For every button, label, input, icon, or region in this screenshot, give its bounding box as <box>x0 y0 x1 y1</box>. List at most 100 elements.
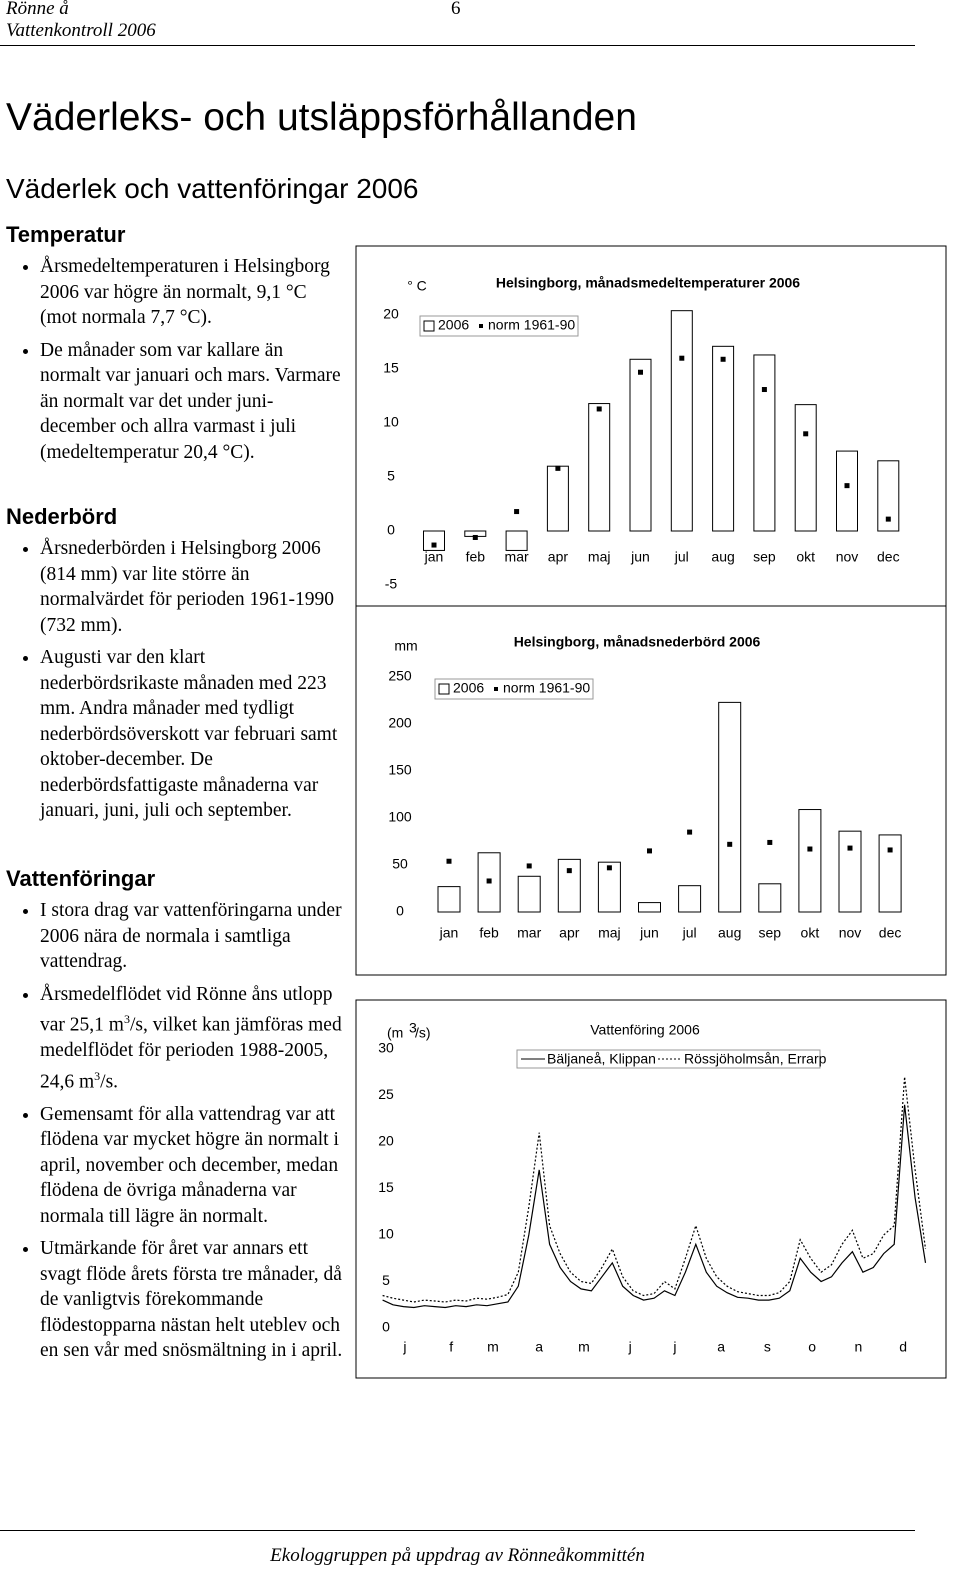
section-heading: Temperatur <box>6 222 126 247</box>
bullet: Årsmedeltemperaturen i Helsingborg 2006 … <box>40 254 346 331</box>
bar <box>629 358 652 532</box>
x-tick-label: mar <box>505 549 529 565</box>
y-tick-label: 150 <box>388 762 412 778</box>
legend-label: 2006 <box>453 680 484 696</box>
x-tick-label: nov <box>836 549 859 565</box>
x-tick-label: s <box>764 1339 771 1355</box>
y-tick-label: 20 <box>383 306 399 322</box>
x-tick-label: dec <box>879 925 902 941</box>
x-tick-label: okt <box>801 925 820 941</box>
header-rule <box>0 45 915 46</box>
y-axis-label: /s) <box>415 1025 431 1041</box>
bullet: Årsmedelflödet vid Rönne åns utlopp var … <box>40 982 346 1095</box>
x-tick-label: apr <box>548 549 569 565</box>
x-tick-label: n <box>854 1339 862 1355</box>
y-tick-label: 0 <box>387 522 395 538</box>
text: Augusti var den klart nederbördsrikaste … <box>40 647 338 821</box>
section: Temperatur Årsmedeltemperaturen i Helsing… <box>6 222 346 472</box>
text: Gemensamt för alla vattendrag var att fl… <box>40 1103 339 1227</box>
y-tick-label: 30 <box>378 1040 394 1056</box>
marker <box>486 878 492 884</box>
x-tick-label: jun <box>630 549 650 565</box>
marker <box>566 868 572 874</box>
marker <box>596 406 602 412</box>
bullet-list: Årsmedeltemperaturen i Helsingborg 2006 … <box>6 254 346 465</box>
x-tick-label: jan <box>439 925 459 941</box>
bar <box>878 834 902 913</box>
bar <box>836 450 858 532</box>
section-heading: Nederbörd <box>6 504 118 529</box>
chart-title: Helsingborg, månadsnederbörd 2006 <box>514 634 761 650</box>
text: Årsmedelflödet vid Rönne åns utlopp var … <box>40 983 333 1036</box>
y-tick-label: 10 <box>383 414 399 430</box>
bar <box>670 310 693 532</box>
bullet: Utmärkande för året var annars ett svagt… <box>40 1236 346 1364</box>
x-tick-label: j <box>402 1339 406 1355</box>
legend-box <box>516 1049 821 1069</box>
y-tick-label: 5 <box>387 468 395 484</box>
subtitle: Väderlek och vattenföringar 2006 <box>6 173 419 204</box>
marker <box>847 845 853 851</box>
marker <box>885 516 891 522</box>
x-tick-label: mar <box>517 925 541 941</box>
legend-label: Rössjöholmsån, Errarp <box>684 1051 827 1067</box>
x-tick-label: jun <box>639 925 659 941</box>
text: De månader som var kallare än normalt va… <box>40 339 341 463</box>
legend: 2006 norm 1961-90 <box>419 315 579 337</box>
marker <box>472 534 478 540</box>
y-tick-label: -5 <box>385 576 398 592</box>
marker <box>679 355 685 361</box>
legend-swatch <box>423 320 435 332</box>
x-tick-label: j <box>628 1339 632 1355</box>
y-tick-label: 250 <box>388 668 412 684</box>
header-line2: Vattenkontroll 2006 <box>6 20 156 41</box>
bar <box>877 460 900 532</box>
legend: Bäljaneå, Klippan Rössjöholmsån, Errarp <box>516 1049 827 1069</box>
y-tick-label: 25 <box>378 1086 394 1102</box>
superscript: 3 <box>94 1068 101 1083</box>
x-tick-label: aug <box>718 925 741 941</box>
line-series <box>382 1104 927 1309</box>
x-tick-label: jan <box>424 549 444 565</box>
bar <box>546 465 569 532</box>
marker <box>647 848 652 854</box>
bar <box>838 830 862 913</box>
x-tick-label: aug <box>711 549 734 565</box>
marker <box>720 356 726 362</box>
x-tick-label: d <box>899 1339 907 1355</box>
x-tick-label: a <box>717 1339 725 1355</box>
text: /s, vilket kan jämföras med medelflödet … <box>40 1014 342 1093</box>
section: Nederbörd Årsnederbörden i Helsingborg 20… <box>6 504 346 831</box>
marker <box>887 847 893 853</box>
marker <box>638 369 643 375</box>
y-tick-label: 200 <box>388 715 412 731</box>
text: Utmärkande för året var annars ett svagt… <box>40 1238 343 1361</box>
section-heading: Vattenföringar <box>6 866 156 891</box>
chart-title: Vattenföring 2006 <box>590 1022 700 1038</box>
x-tick-label: m <box>578 1339 590 1355</box>
x-tick-label: okt <box>796 549 815 565</box>
x-tick-label: feb <box>479 925 499 941</box>
legend-swatch <box>479 324 483 328</box>
y-axis-label: ° C <box>407 278 427 294</box>
chart-title: Helsingborg, månadsmedeltemperaturer 200… <box>496 275 800 291</box>
x-tick-label: jul <box>674 549 689 565</box>
marker <box>514 509 520 515</box>
bar <box>753 354 776 532</box>
bullet: Årsnederbörden i Helsingborg 2006 (814 m… <box>40 536 346 638</box>
x-tick-label: apr <box>559 925 580 941</box>
legend-swatch <box>438 683 450 695</box>
legend-box <box>419 315 579 337</box>
bar <box>505 530 528 551</box>
y-axis-label: mm <box>394 638 417 654</box>
bullet: I stora drag var vattenföringarna under … <box>40 898 346 975</box>
y-tick-label: 100 <box>388 809 412 825</box>
x-tick-label: dec <box>877 549 900 565</box>
chart-frame <box>355 999 947 1379</box>
y-tick-label: 5 <box>382 1272 390 1288</box>
x-tick-label: j <box>672 1339 676 1355</box>
x-tick-label: sep <box>753 549 776 565</box>
marker <box>844 483 850 489</box>
x-tick-label: jul <box>682 925 697 941</box>
bullet: Augusti var den klart nederbördsrikaste … <box>40 645 346 824</box>
